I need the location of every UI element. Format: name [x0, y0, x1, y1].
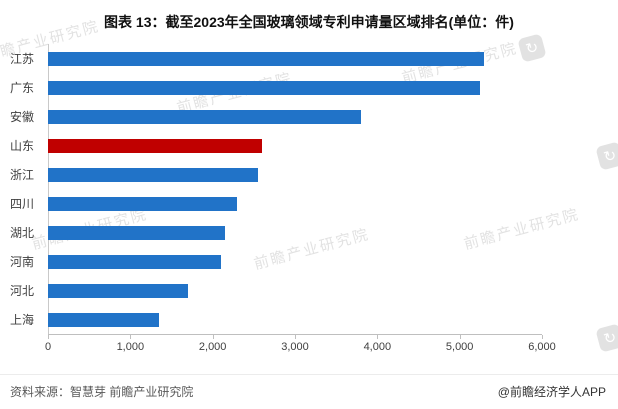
category-label: 广东: [10, 81, 35, 95]
x-tick-mark: [212, 335, 214, 339]
x-tick-mark: [459, 335, 461, 339]
bar: [48, 109, 361, 124]
bar: [48, 283, 188, 298]
bar-track: [48, 102, 542, 131]
bar-row: 浙江: [10, 160, 542, 189]
bar-track: [48, 160, 542, 189]
bar: [48, 254, 221, 269]
bar-track: [48, 305, 542, 334]
bar-track: [48, 131, 542, 160]
x-tick-mark: [377, 335, 379, 339]
circular-arrows-icon: ↻: [595, 141, 618, 171]
category-label: 河南: [10, 255, 35, 269]
category-label: 湖北: [10, 226, 35, 240]
x-tick-label: 5,000: [445, 341, 474, 353]
bar: [48, 196, 238, 211]
x-tick-label: 3,000: [281, 341, 309, 353]
bar-track: [48, 247, 542, 276]
bar-track: [48, 189, 542, 218]
x-tick-label: 6,000: [528, 341, 556, 353]
x-tick-label: 4,000: [363, 341, 392, 353]
bar-row: 江苏: [10, 44, 542, 73]
category-label: 山东: [10, 139, 35, 153]
bar-row: 湖北: [10, 218, 542, 247]
footer-divider: [0, 374, 618, 375]
x-tick-label: 2,000: [198, 341, 227, 353]
x-tick-mark: [542, 335, 543, 339]
bar-track: [48, 218, 542, 247]
x-tick-mark: [295, 335, 296, 339]
bar: [48, 167, 258, 182]
credit-note: @前瞻经济学人APP: [497, 385, 606, 399]
circular-arrows-icon: ↻: [595, 323, 618, 353]
bar-track: [48, 44, 542, 73]
bar-row: 河北: [10, 276, 542, 305]
bar-row: 广东: [10, 73, 542, 102]
x-tick-mark: [48, 335, 49, 339]
bar-row: 安徽: [10, 102, 542, 131]
bar-row: 河南: [10, 247, 542, 276]
x-tick-label: 1,000: [116, 341, 145, 353]
bar: [48, 80, 481, 95]
bar-track: [48, 276, 542, 305]
chart-title: 图表 13：截至2023年全国玻璃领域专利申请量区域排名(单位：件): [104, 14, 514, 30]
bar-track: [48, 73, 542, 102]
category-label: 安徽: [10, 110, 35, 124]
bar-row: 四川: [10, 189, 542, 218]
bar-rows: 江苏广东安徽山东浙江四川湖北河南河北上海: [10, 44, 542, 334]
bar: [48, 51, 485, 66]
bar-chart: 江苏广东安徽山东浙江四川湖北河南河北上海 0 1,000 2,000 3,000 4,0…: [10, 44, 556, 357]
category-label: 河北: [10, 284, 35, 298]
bar: [48, 312, 160, 327]
x-tick-mark: [130, 335, 132, 339]
bar: [48, 138, 263, 153]
bar-row: 上海: [10, 305, 542, 334]
category-label: 浙江: [10, 168, 35, 182]
x-tick-label: 0: [44, 341, 52, 353]
category-label: 江苏: [10, 52, 35, 66]
category-label: 四川: [10, 197, 35, 211]
source-note: 资料来源：智慧芽 前瞻产业研究院: [10, 385, 194, 399]
bar-row: 山东: [10, 131, 542, 160]
category-label: 上海: [10, 313, 35, 327]
bar: [48, 225, 226, 240]
x-axis: 0 1,000 2,000 3,000 4,000 5,000 6,000: [44, 334, 556, 357]
